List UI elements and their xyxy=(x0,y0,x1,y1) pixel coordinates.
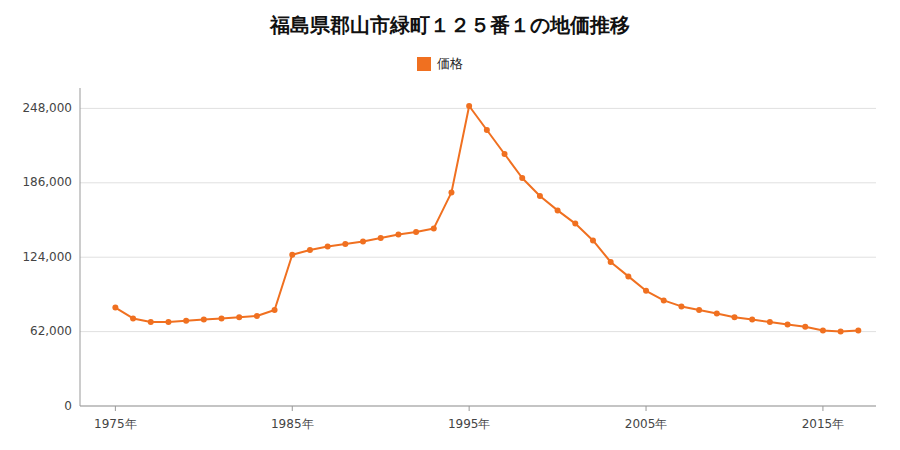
point xyxy=(838,329,844,335)
x-tick-label: 2005年 xyxy=(625,417,668,431)
x-tick-label: 1985年 xyxy=(271,417,314,431)
point xyxy=(820,327,826,333)
x-tick xyxy=(292,406,293,411)
point xyxy=(466,103,472,109)
point xyxy=(484,127,490,133)
chart: 福島県郡山市緑町１２５番１の地価推移 0 62,000 124,000 186,000 2… xyxy=(0,0,900,450)
point xyxy=(378,235,384,241)
point xyxy=(714,311,720,317)
y-grid xyxy=(80,108,876,406)
point xyxy=(307,247,313,253)
point xyxy=(219,315,225,321)
point xyxy=(325,243,331,249)
y-tick-labels: 0 62,000 124,000 186,000 248,000 xyxy=(22,101,72,413)
point xyxy=(590,237,596,243)
point xyxy=(289,252,295,258)
point xyxy=(802,324,808,330)
x-axis-line xyxy=(80,406,876,407)
y-tick-label: 0 xyxy=(64,399,72,413)
point xyxy=(643,288,649,294)
legend: 価格 xyxy=(417,56,463,72)
point xyxy=(731,314,737,320)
point xyxy=(519,175,525,181)
x-tick xyxy=(115,406,116,411)
title: 福島県郡山市緑町１２５番１の地価推移 xyxy=(269,13,630,37)
point xyxy=(112,305,118,311)
point xyxy=(785,321,791,327)
x-tick-label: 1975年 xyxy=(94,417,137,431)
grid-line xyxy=(80,108,876,109)
point xyxy=(696,307,702,313)
point xyxy=(555,207,561,213)
point xyxy=(360,239,366,245)
point xyxy=(413,229,419,235)
point xyxy=(254,313,260,319)
point xyxy=(608,259,614,265)
y-axis-line xyxy=(80,88,81,406)
point xyxy=(395,231,401,237)
point xyxy=(661,297,667,303)
point xyxy=(165,319,171,325)
y-tick-label: 62,000 xyxy=(30,324,72,338)
x-tick-label: 2015年 xyxy=(802,417,845,431)
point xyxy=(855,327,861,333)
point xyxy=(749,317,755,323)
point xyxy=(572,221,578,227)
point xyxy=(448,189,454,195)
x-ticks: 1975年 1985年 1995年 2005年 2015年 xyxy=(94,406,844,431)
x-tick xyxy=(469,406,470,411)
point xyxy=(537,193,543,199)
grid-line xyxy=(80,257,876,258)
y-tick-label: 124,000 xyxy=(22,250,72,264)
point xyxy=(767,319,773,325)
grid-line xyxy=(80,406,876,407)
legend-swatch xyxy=(417,57,431,71)
point xyxy=(183,318,189,324)
point xyxy=(236,314,242,320)
x-tick xyxy=(822,406,823,411)
grid-line xyxy=(80,331,876,332)
plot-area xyxy=(112,103,861,335)
x-tick xyxy=(646,406,647,411)
point xyxy=(678,303,684,309)
grid-line xyxy=(80,182,876,183)
point xyxy=(502,151,508,157)
point xyxy=(272,307,278,313)
y-tick-label: 186,000 xyxy=(22,175,72,189)
y-tick-label: 248,000 xyxy=(22,101,72,115)
point xyxy=(342,241,348,247)
series-line xyxy=(115,106,858,332)
point xyxy=(431,225,437,231)
point xyxy=(625,273,631,279)
x-tick-label: 1995年 xyxy=(448,417,491,431)
point xyxy=(148,319,154,325)
point xyxy=(201,317,207,323)
legend-label: 価格 xyxy=(437,56,463,71)
point xyxy=(130,315,136,321)
